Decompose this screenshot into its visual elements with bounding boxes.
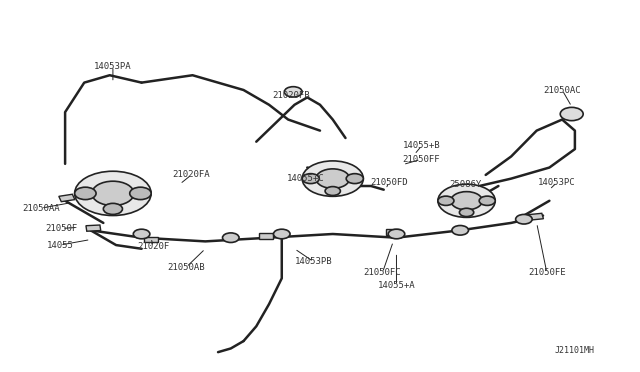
Circle shape <box>388 229 404 239</box>
Text: 14053PA: 14053PA <box>94 61 132 71</box>
Text: J21101MH: J21101MH <box>555 346 595 355</box>
Text: 14055: 14055 <box>47 241 74 250</box>
Bar <box>144 237 158 242</box>
Bar <box>59 194 75 202</box>
Text: 14055+B: 14055+B <box>403 141 441 150</box>
Circle shape <box>75 171 151 215</box>
Text: 25086Y: 25086Y <box>449 180 481 189</box>
Circle shape <box>302 161 364 196</box>
Circle shape <box>75 187 96 200</box>
Text: 21050AA: 21050AA <box>22 203 60 213</box>
Bar <box>387 230 400 235</box>
Circle shape <box>133 229 150 239</box>
Bar <box>86 225 100 231</box>
Circle shape <box>316 169 349 188</box>
Circle shape <box>130 187 151 200</box>
Text: 21020FA: 21020FA <box>172 170 210 179</box>
Text: 21050F: 21050F <box>46 224 78 233</box>
Text: 21050FD: 21050FD <box>370 178 408 187</box>
Text: 14053PC: 14053PC <box>538 178 576 187</box>
Circle shape <box>103 203 122 214</box>
Circle shape <box>516 214 532 224</box>
Text: 21020FB: 21020FB <box>273 91 310 100</box>
Circle shape <box>438 184 495 217</box>
Circle shape <box>273 229 290 239</box>
Text: 21050FE: 21050FE <box>528 268 566 277</box>
Bar <box>259 233 273 238</box>
Circle shape <box>451 192 483 210</box>
Circle shape <box>452 225 468 235</box>
Circle shape <box>302 174 319 183</box>
Circle shape <box>346 174 364 183</box>
Text: 21020F: 21020F <box>137 243 169 251</box>
Bar <box>456 199 473 207</box>
Circle shape <box>560 108 583 121</box>
Text: 21050FF: 21050FF <box>402 155 440 164</box>
Bar <box>338 175 355 183</box>
Text: 21050FC: 21050FC <box>364 268 401 277</box>
Circle shape <box>325 187 340 195</box>
Text: 14055+A: 14055+A <box>378 281 415 290</box>
Text: 21050AC: 21050AC <box>543 86 581 94</box>
Circle shape <box>479 196 495 205</box>
Circle shape <box>460 208 474 217</box>
Bar <box>528 213 543 220</box>
Circle shape <box>92 181 134 206</box>
Circle shape <box>223 233 239 243</box>
Circle shape <box>438 196 454 205</box>
Circle shape <box>284 87 302 97</box>
Text: 14053PB: 14053PB <box>295 257 332 266</box>
Text: 14055+C: 14055+C <box>287 174 324 183</box>
Text: 21050AB: 21050AB <box>168 263 205 272</box>
